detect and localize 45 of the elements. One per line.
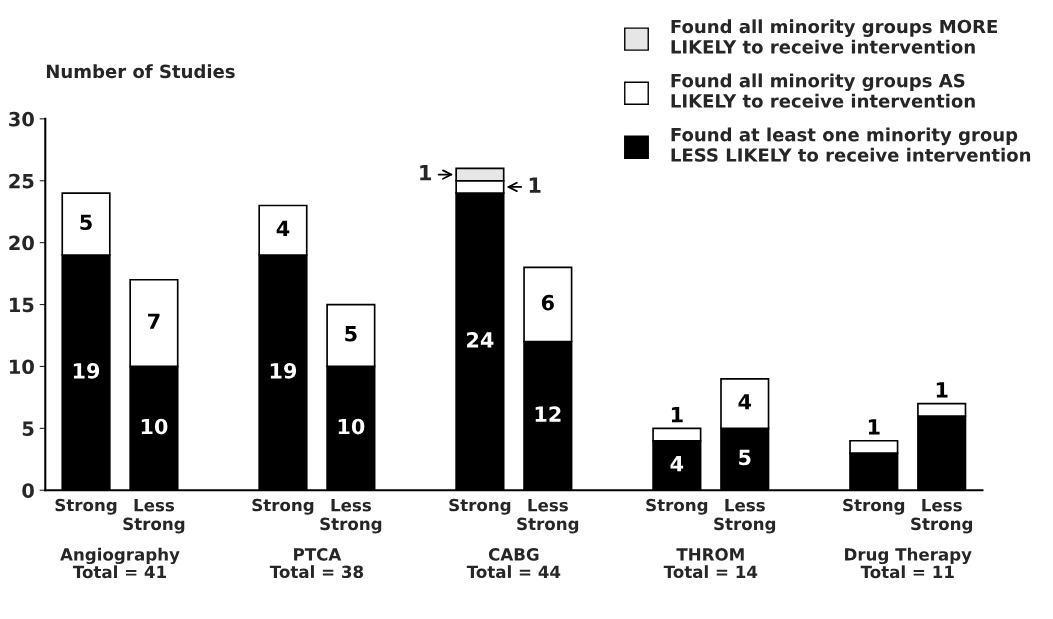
data-label: 1 xyxy=(671,406,683,423)
y-tick-label: 15 xyxy=(10,297,34,313)
data-label: 6 xyxy=(541,294,554,311)
data-label: 24 xyxy=(467,331,494,348)
x-tick-label: Less Strong xyxy=(123,499,185,534)
legend-label: Found all minority groups MORE LIKELY to receive intervention xyxy=(671,19,997,54)
y-tick-label: 25 xyxy=(9,173,34,189)
x-tick-label: Strong xyxy=(843,498,905,515)
data-label: 4 xyxy=(738,394,752,410)
x-tick-label: Less Strong xyxy=(517,499,579,534)
text: THROM Total = 14 xyxy=(663,548,758,579)
data-label: 1 xyxy=(529,177,541,193)
x-tick-label: Strong xyxy=(55,498,117,515)
x-tick-label: Strong xyxy=(252,498,314,515)
y-tick-label: 10 xyxy=(10,359,34,375)
text: PTCA Total = 38 xyxy=(269,548,364,579)
text: Drug Therapy Total = 11 xyxy=(845,547,972,579)
data-label: 19 xyxy=(73,362,100,379)
data-label: 7 xyxy=(148,313,160,329)
data-label: 4 xyxy=(670,456,684,472)
data-label: 10 xyxy=(141,418,168,435)
text: Angiography Total = 41 xyxy=(60,547,180,579)
x-tick-label: Strong xyxy=(449,498,511,515)
data-label: 5 xyxy=(739,449,751,466)
y-tick-label: 0 xyxy=(22,483,34,498)
y-axis-title: Number of Studies xyxy=(46,64,235,79)
data-label: 10 xyxy=(338,418,365,435)
data-label: 19 xyxy=(270,362,297,379)
y-tick-label: 5 xyxy=(22,421,34,437)
data-label: 5 xyxy=(345,326,357,342)
data-label: 1 xyxy=(868,419,880,435)
data-label: 12 xyxy=(535,406,561,422)
data-label: 5 xyxy=(80,214,92,231)
x-tick-label: Less Strong xyxy=(714,499,776,534)
text: CABG Total = 44 xyxy=(466,548,561,579)
x-tick-label: Strong xyxy=(646,498,708,515)
x-tick-label: Less Strong xyxy=(320,499,382,534)
data-label: 1 xyxy=(936,382,948,398)
y-tick-label: 20 xyxy=(9,235,34,251)
x-tick-label: Less Strong xyxy=(911,499,973,534)
data-label: 4 xyxy=(276,220,290,237)
legend-label: Found at least one minority group LESS LIKELY to receive intervention xyxy=(671,127,1031,162)
legend-label: Found all minority groups AS LIKELY to receive intervention xyxy=(671,73,975,108)
y-tick-label: 30 xyxy=(9,111,34,127)
data-label: 1 xyxy=(420,165,431,181)
